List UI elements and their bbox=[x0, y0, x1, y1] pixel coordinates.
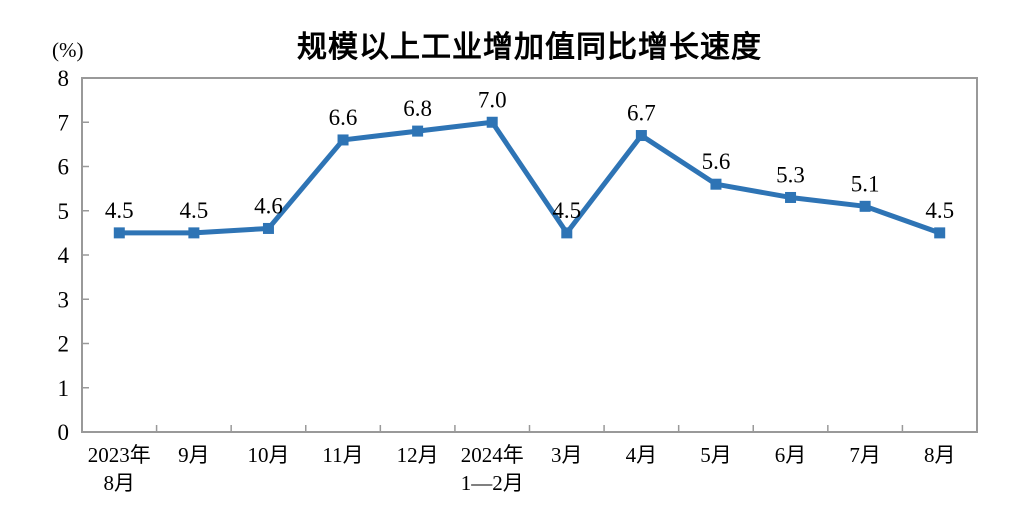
data-point-label: 4.5 bbox=[925, 198, 954, 223]
data-point-label: 6.7 bbox=[627, 101, 656, 126]
x-axis-category-label: 9月 bbox=[178, 443, 210, 467]
data-point-marker bbox=[113, 227, 125, 239]
data-point-label: 6.8 bbox=[403, 96, 432, 121]
x-axis-category-label: 8月 bbox=[104, 471, 136, 495]
x-axis-category-label: 7月 bbox=[849, 443, 881, 467]
data-point-label: 5.6 bbox=[702, 149, 731, 174]
y-axis-tick-label: 5 bbox=[58, 199, 70, 224]
x-axis-category-label: 12月 bbox=[397, 443, 439, 467]
x-axis-category-label: 3月 bbox=[551, 443, 583, 467]
data-point-marker bbox=[337, 134, 349, 146]
x-axis-category-label: 6月 bbox=[775, 443, 807, 467]
data-line bbox=[116, 119, 943, 236]
data-point-marker bbox=[561, 227, 573, 239]
x-axis-category-label: 5月 bbox=[700, 443, 732, 467]
data-point-label: 7.0 bbox=[478, 87, 507, 112]
data-point-label: 5.1 bbox=[851, 171, 880, 196]
y-axis-tick-label: 7 bbox=[58, 110, 70, 135]
data-point-label: 4.6 bbox=[254, 193, 283, 218]
data-point-label: 6.6 bbox=[329, 105, 358, 130]
chart-title: 规模以上工业增加值同比增长速度 bbox=[297, 31, 762, 64]
data-point-marker bbox=[859, 200, 871, 212]
x-axis-category-label: 8月 bbox=[924, 443, 956, 467]
y-axis-unit-label: (%) bbox=[52, 38, 84, 62]
x-axis-category-label: 4月 bbox=[626, 443, 658, 467]
data-point-marker bbox=[188, 227, 200, 239]
plot-border bbox=[81, 77, 978, 433]
x-axis-category-label: 2023年 bbox=[88, 443, 151, 467]
data-point-label: 4.5 bbox=[552, 198, 581, 223]
y-axis-tick-label: 4 bbox=[58, 243, 70, 268]
y-axis-tick-label: 3 bbox=[58, 287, 70, 312]
x-axis-category-label: 11月 bbox=[322, 443, 363, 467]
y-axis-tick-label: 8 bbox=[58, 66, 70, 91]
x-axis-category-label: 2024年 bbox=[461, 443, 524, 467]
data-point-marker bbox=[934, 227, 946, 239]
data-point-label: 5.3 bbox=[776, 162, 805, 187]
data-point-label: 4.5 bbox=[105, 198, 134, 223]
x-axis-category-label: 10月 bbox=[247, 443, 289, 467]
x-axis-category-label: 1—2月 bbox=[461, 471, 524, 495]
y-axis-tick-label: 0 bbox=[58, 420, 70, 445]
data-point-marker bbox=[710, 178, 722, 190]
data-point-label: 4.5 bbox=[180, 198, 209, 223]
data-point-marker bbox=[412, 125, 424, 137]
data-point-marker bbox=[486, 116, 498, 128]
data-point-marker bbox=[785, 191, 797, 203]
y-axis-tick-label: 1 bbox=[58, 376, 70, 401]
data-point-marker bbox=[635, 130, 647, 142]
data-point-marker bbox=[262, 222, 274, 234]
y-axis-tick-label: 2 bbox=[58, 332, 70, 357]
y-axis-tick-label: 6 bbox=[58, 155, 70, 180]
